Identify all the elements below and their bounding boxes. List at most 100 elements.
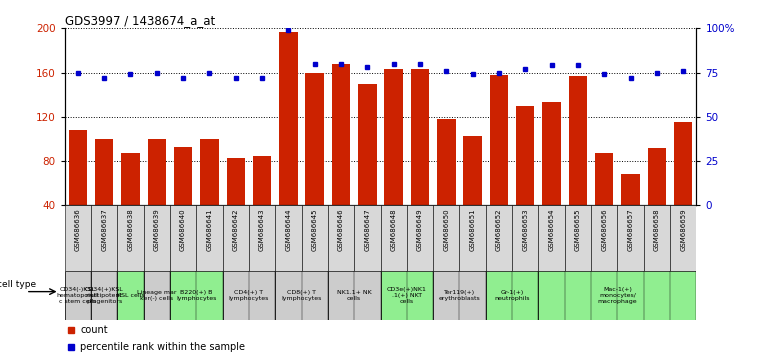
Bar (621, 175, 640, 250)
Bar (95, 139, 113, 250)
Text: Lineage mar
ker(-) cells: Lineage mar ker(-) cells (137, 290, 177, 301)
Text: CD34(-)KSL
hematopoieti
c stem cells: CD34(-)KSL hematopoieti c stem cells (57, 287, 99, 304)
Text: KSL cells: KSL cells (116, 293, 145, 298)
Bar (539, 205, 565, 271)
Bar (565, 205, 591, 271)
Bar (670, 205, 696, 271)
Bar (144, 205, 170, 271)
Bar (279, 32, 298, 250)
Bar (328, 271, 380, 320)
Bar (196, 205, 222, 271)
Bar (223, 271, 275, 320)
Text: GSM686657: GSM686657 (628, 209, 633, 251)
Text: percentile rank within the sample: percentile rank within the sample (81, 342, 246, 352)
Bar (539, 271, 696, 320)
Bar (223, 205, 249, 271)
Bar (144, 271, 170, 320)
Bar (568, 76, 587, 250)
Text: GSM686645: GSM686645 (312, 209, 317, 251)
Bar (437, 119, 456, 250)
Text: GSM686651: GSM686651 (470, 209, 476, 251)
Text: GSM686641: GSM686641 (206, 209, 212, 251)
Text: GDS3997 / 1438674_a_at: GDS3997 / 1438674_a_at (65, 14, 215, 27)
Text: Gr-1(+)
neutrophils: Gr-1(+) neutrophils (495, 290, 530, 301)
Text: CD8(+) T
lymphocytes: CD8(+) T lymphocytes (282, 290, 322, 301)
Bar (275, 271, 328, 320)
Text: GSM686644: GSM686644 (285, 209, 291, 251)
Bar (644, 205, 670, 271)
Bar (121, 153, 140, 250)
Bar (516, 106, 534, 250)
Bar (648, 148, 666, 250)
Text: Ter119(+)
erythroblasts: Ter119(+) erythroblasts (438, 290, 480, 301)
Bar (170, 271, 223, 320)
Text: CD4(+) T
lymphocytes: CD4(+) T lymphocytes (229, 290, 269, 301)
Text: GSM686658: GSM686658 (654, 209, 660, 251)
Text: cell type: cell type (0, 280, 36, 289)
Bar (174, 147, 193, 250)
Bar (384, 69, 403, 250)
Bar (490, 75, 508, 250)
Bar (433, 271, 486, 320)
Bar (543, 102, 561, 250)
Bar (411, 69, 429, 250)
Text: count: count (81, 325, 108, 335)
Bar (617, 205, 644, 271)
Text: GSM686637: GSM686637 (101, 209, 107, 251)
Text: GSM686652: GSM686652 (496, 209, 502, 251)
Bar (380, 205, 407, 271)
Text: GSM686649: GSM686649 (417, 209, 423, 251)
Text: GSM686638: GSM686638 (128, 209, 133, 251)
Text: GSM686656: GSM686656 (601, 209, 607, 251)
Bar (463, 136, 482, 250)
Text: GSM686653: GSM686653 (522, 209, 528, 251)
Text: GSM686646: GSM686646 (338, 209, 344, 251)
Bar (200, 139, 218, 250)
Text: GSM686636: GSM686636 (75, 209, 81, 251)
Bar (275, 205, 301, 271)
Text: GSM686639: GSM686639 (154, 209, 160, 251)
Bar (486, 205, 512, 271)
Bar (305, 73, 324, 250)
Text: GSM686642: GSM686642 (233, 209, 239, 251)
Bar (460, 205, 486, 271)
Bar (486, 271, 539, 320)
Bar (117, 205, 144, 271)
Text: GSM686659: GSM686659 (680, 209, 686, 251)
Bar (407, 205, 433, 271)
Text: CD34(+)KSL
multipotent
progenitors: CD34(+)KSL multipotent progenitors (84, 287, 123, 304)
Bar (595, 153, 613, 250)
Bar (358, 84, 377, 250)
Bar (170, 205, 196, 271)
Bar (91, 271, 117, 320)
Bar (380, 271, 433, 320)
Text: GSM686654: GSM686654 (549, 209, 555, 251)
Bar (117, 271, 144, 320)
Text: GSM686648: GSM686648 (390, 209, 396, 251)
Text: GSM686650: GSM686650 (444, 209, 449, 251)
Bar (68, 130, 87, 250)
Bar (65, 271, 91, 320)
Bar (354, 205, 380, 271)
Bar (65, 205, 91, 271)
Text: CD3e(+)NK1
.1(+) NKT
cells: CD3e(+)NK1 .1(+) NKT cells (387, 287, 427, 304)
Bar (301, 205, 328, 271)
Text: GSM686640: GSM686640 (180, 209, 186, 251)
Bar (91, 205, 117, 271)
Bar (227, 158, 245, 250)
Bar (249, 205, 275, 271)
Bar (253, 155, 271, 250)
Bar (591, 205, 617, 271)
Text: GSM686655: GSM686655 (575, 209, 581, 251)
Bar (328, 205, 354, 271)
Bar (148, 139, 166, 250)
Text: Mac-1(+)
monocytes/
macrophage: Mac-1(+) monocytes/ macrophage (597, 287, 637, 304)
Bar (674, 122, 693, 250)
Text: NK1.1+ NK
cells: NK1.1+ NK cells (337, 290, 371, 301)
Bar (433, 205, 460, 271)
Text: GSM686647: GSM686647 (365, 209, 371, 251)
Bar (512, 205, 539, 271)
Bar (332, 64, 350, 250)
Text: GSM686643: GSM686643 (259, 209, 265, 251)
Text: B220(+) B
lymphocytes: B220(+) B lymphocytes (176, 290, 216, 301)
